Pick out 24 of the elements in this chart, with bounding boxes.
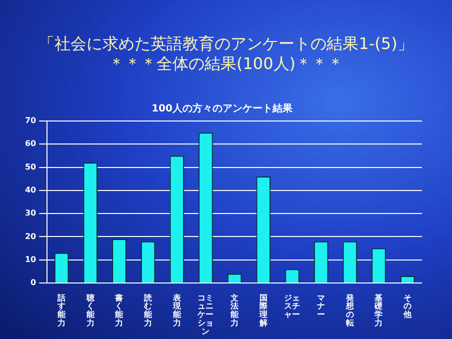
x-tick-label: 読む能力 xyxy=(143,293,154,328)
x-tick-label: ジェスチャー xyxy=(284,293,300,320)
x-tick-label: 国際理解 xyxy=(258,293,268,328)
y-tick-label: 20 xyxy=(24,232,37,241)
y-tick-label: 30 xyxy=(24,208,37,218)
x-tick-label: その他 xyxy=(402,293,413,320)
y-tick-label: 10 xyxy=(24,254,37,264)
chart-subtitle: ＊＊＊全体の結果(100人)＊＊＊ xyxy=(107,54,345,74)
y-tick-label: 0 xyxy=(30,278,37,288)
x-tick-label: 書く能力 xyxy=(114,293,124,328)
x-tick-label: 聴く能力 xyxy=(85,293,96,328)
text: 100人の方々のアンケート結果 xyxy=(152,102,294,115)
y-tick-label: 50 xyxy=(24,162,37,172)
x-tick-label: 文法能力 xyxy=(230,293,240,328)
x-tick-label: マナー xyxy=(317,293,326,320)
x-tick-label: 表現能力 xyxy=(172,293,182,328)
y-tick-label: 70 xyxy=(24,116,37,126)
chart-title: 「社会に求めた英語教育のアンケートの結果1-(5)」 xyxy=(38,34,414,54)
x-tick-label: 話す能力 xyxy=(56,293,67,328)
y-tick-label: 40 xyxy=(24,186,37,195)
x-tick-label: コミュニケーション xyxy=(196,293,214,336)
y-tick-label: 60 xyxy=(24,139,37,148)
x-tick-label: 基礎学力 xyxy=(374,293,384,328)
x-tick-label: 発想の転 xyxy=(344,293,355,328)
